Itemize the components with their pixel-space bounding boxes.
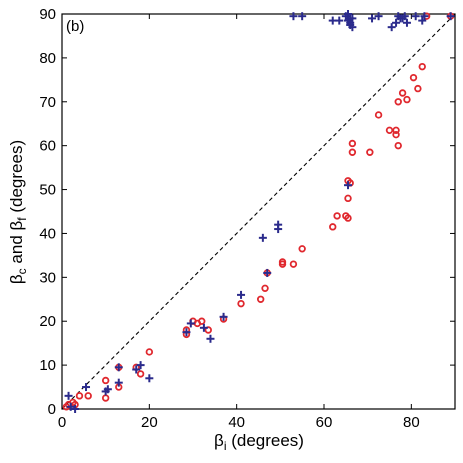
plus-point <box>335 16 344 25</box>
plus-point <box>400 12 409 21</box>
circle-point <box>145 348 154 356</box>
y-tick-label: 70 <box>39 94 56 111</box>
plus-point <box>392 18 401 27</box>
plus-point <box>206 334 215 343</box>
plus-point <box>114 363 123 372</box>
plus-point <box>420 12 429 21</box>
x-tick-label: 20 <box>141 414 158 431</box>
circle-point <box>261 284 269 293</box>
circle-point <box>409 73 418 82</box>
x-axis-label-rest: (degrees) <box>226 431 303 450</box>
plus-point <box>64 391 73 400</box>
y-axis-label: βc and βf (degrees) <box>7 140 29 284</box>
y-tick-label: 20 <box>39 313 56 330</box>
plus-point <box>418 16 427 25</box>
circle-point <box>101 376 110 385</box>
plus-point <box>219 312 228 321</box>
plus-point <box>344 10 353 18</box>
reference-line <box>61 13 456 410</box>
circle-point <box>394 98 402 106</box>
y-axis-label-main: β <box>7 274 26 284</box>
plus-point <box>136 361 145 370</box>
plus-point <box>182 328 191 337</box>
y-tick-label: 80 <box>39 50 56 67</box>
circle-point <box>403 95 411 104</box>
plus-point <box>374 12 383 21</box>
data-points <box>62 10 455 413</box>
y-axis-label-sub1: c <box>15 268 29 274</box>
x-axis: 0 20 40 60 80 <box>58 14 420 431</box>
y-tick-label: 60 <box>39 138 56 155</box>
plus-point <box>145 374 154 383</box>
circle-point <box>136 370 145 378</box>
circle-point <box>84 392 92 400</box>
circle-point <box>348 148 357 156</box>
x-axis-label-sub: i <box>224 439 227 453</box>
circle-point <box>329 223 337 231</box>
plus-point <box>114 378 123 387</box>
plus-point <box>274 220 283 229</box>
plus-point <box>199 323 208 332</box>
x-axis-label-main: β <box>214 431 224 450</box>
circle-point <box>278 258 287 266</box>
circle-point <box>392 126 400 135</box>
plus-point <box>348 23 357 32</box>
diagonal-reference-line <box>61 13 456 410</box>
plus-point <box>387 23 396 32</box>
circle-point <box>344 214 352 222</box>
x-tick-label: 40 <box>228 414 245 431</box>
plus-point <box>258 233 267 242</box>
y-tick-label: 90 <box>39 6 56 23</box>
circle-point <box>418 62 426 71</box>
plus-point <box>402 18 411 27</box>
y-tick-label: 0 <box>48 401 56 418</box>
circle-point <box>348 139 357 148</box>
x-axis-label: βi (degrees) <box>214 431 304 453</box>
y-axis-label-rest: (degrees) <box>7 140 26 217</box>
x-tick-label: 0 <box>58 414 66 431</box>
circle-point <box>75 392 84 400</box>
circle-point <box>414 84 422 93</box>
x-tick-label: 80 <box>403 414 420 431</box>
plus-point <box>344 181 353 190</box>
plus-point <box>348 14 357 23</box>
circle-point <box>298 245 306 253</box>
y-axis-label-sub2: f <box>15 217 29 221</box>
circle-point <box>198 317 206 325</box>
circle-point <box>394 141 402 150</box>
circle-point <box>392 130 400 139</box>
plus-point <box>237 290 246 299</box>
y-axis-label-mid: and β <box>7 221 26 269</box>
circle-point <box>366 148 374 156</box>
plus-point <box>103 385 112 394</box>
plus-point <box>186 319 195 328</box>
plus-point <box>66 402 75 411</box>
plus-point <box>71 405 80 413</box>
plus-point <box>298 12 307 21</box>
circle-point <box>204 326 212 334</box>
circle-point <box>374 111 383 119</box>
y-tick-label: 10 <box>39 357 56 374</box>
plus-point <box>132 365 141 374</box>
plus-point <box>446 12 455 21</box>
circle-point <box>344 194 352 203</box>
plus-point <box>289 12 298 21</box>
y-tick-label: 50 <box>39 182 56 199</box>
plus-point <box>368 14 377 23</box>
circle-point <box>237 299 245 308</box>
y-tick-label: 40 <box>39 225 56 242</box>
x-tick-label: 60 <box>316 414 333 431</box>
circle-point <box>333 212 341 220</box>
circle-point <box>256 295 265 303</box>
circle-point <box>385 126 394 135</box>
y-tick-label: 30 <box>39 269 56 286</box>
circle-point <box>289 260 298 268</box>
circle-point <box>398 89 407 97</box>
plus-point <box>263 268 272 277</box>
panel-label: (b) <box>66 18 84 35</box>
plus-point <box>82 383 91 392</box>
plus-point <box>411 12 420 21</box>
